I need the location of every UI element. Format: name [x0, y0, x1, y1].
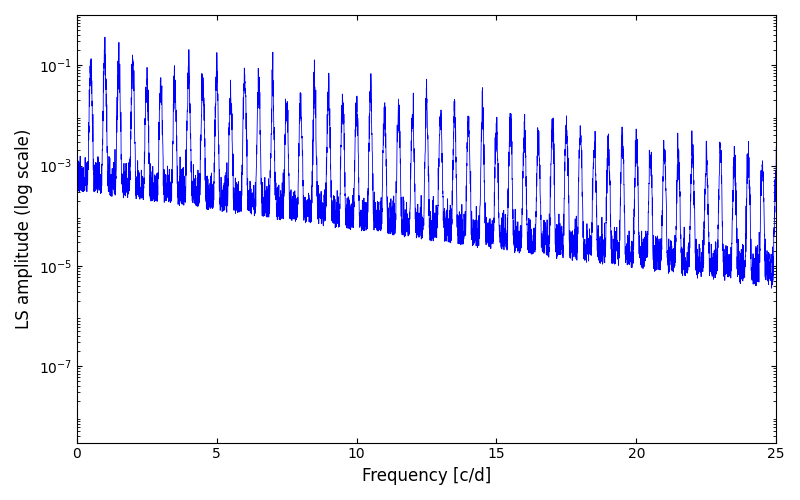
X-axis label: Frequency [c/d]: Frequency [c/d] [362, 467, 491, 485]
Y-axis label: LS amplitude (log scale): LS amplitude (log scale) [15, 128, 33, 329]
